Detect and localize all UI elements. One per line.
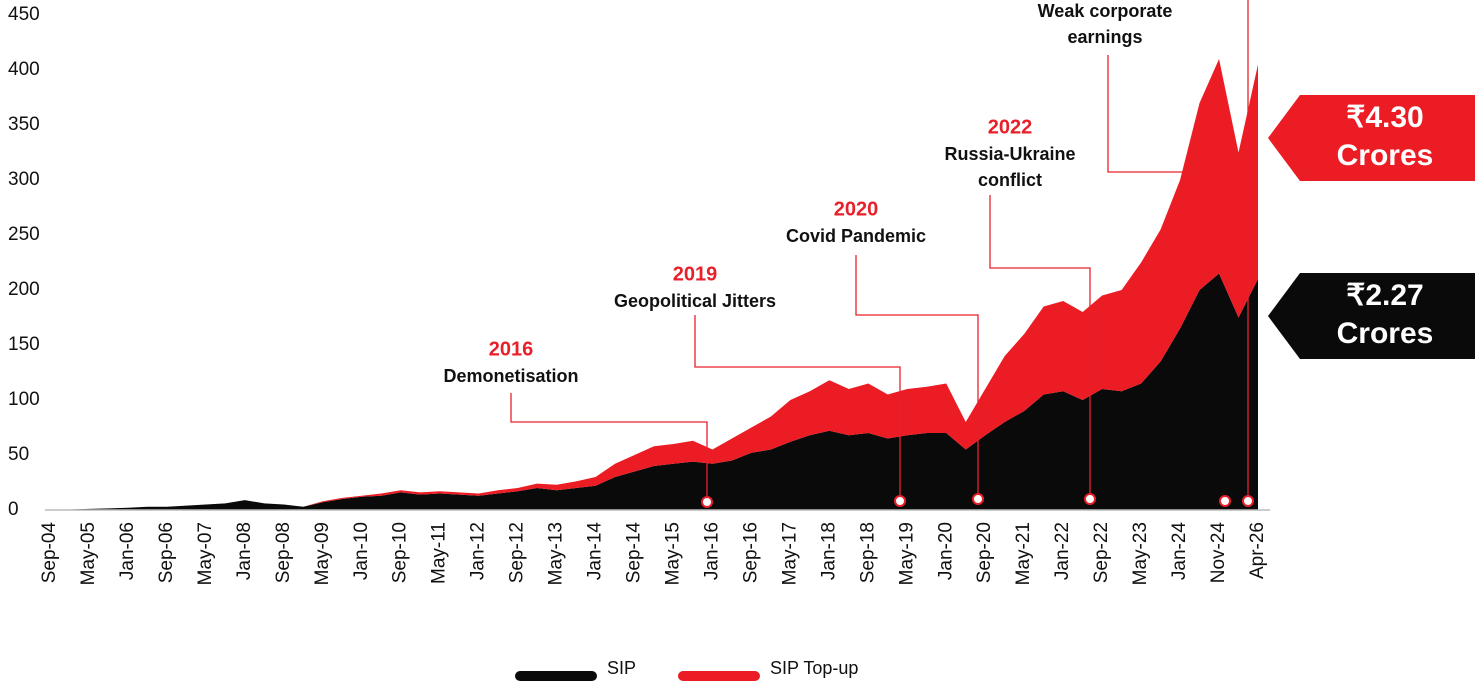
x-tick-label: Sep-14 [624, 522, 645, 584]
marker [895, 496, 905, 506]
x-tick-label: May-15 [662, 522, 683, 585]
x-tick-label: May-05 [78, 522, 99, 585]
annotation-text: Covid Pandemic [786, 226, 926, 246]
x-tick-label: Sep-04 [39, 522, 60, 584]
x-tick-label: Jan-08 [234, 522, 255, 580]
y-tick-label: 50 [8, 444, 29, 465]
x-tick-label: Sep-12 [507, 522, 528, 583]
annotation-text: earnings [1067, 27, 1142, 47]
x-tick-label: Jan-16 [701, 522, 722, 580]
y-tick-label: 200 [8, 279, 40, 300]
x-tick-label: May-11 [429, 522, 450, 584]
marker [1243, 496, 1253, 506]
x-tick-label: May-19 [896, 522, 917, 585]
legend-swatch [678, 671, 760, 681]
legend-swatch [515, 671, 597, 681]
y-tick-label: 350 [8, 114, 40, 135]
callout-text: ₹4.30 [1346, 101, 1423, 134]
y-tick-label: 250 [8, 224, 40, 245]
x-tick-label: Sep-08 [273, 522, 294, 583]
legend-label: SIP [607, 658, 636, 678]
x-tick-label: May-07 [195, 522, 216, 585]
annotation-text: Weak corporate [1038, 1, 1173, 21]
chart: 0 50 100 150 200 250 300 350 400 450 Sep-04 May-05 J… [0, 0, 1475, 683]
x-tick-label: Jan-18 [818, 522, 839, 580]
y-tick-label: 450 [8, 4, 40, 25]
x-tick-label: Jan-10 [351, 522, 372, 580]
annotation-text: conflict [978, 170, 1042, 190]
y-tick-label: 0 [8, 499, 19, 520]
annotation-year: 2022 [988, 116, 1033, 138]
x-tick-label: Jan-22 [1052, 522, 1073, 580]
x-tick-label: Jan-20 [935, 522, 956, 580]
y-tick-label: 300 [8, 169, 40, 190]
marker [1085, 494, 1095, 504]
x-tick-label: Sep-10 [390, 522, 411, 583]
annotation-text: Demonetisation [443, 366, 578, 386]
marker [1220, 496, 1230, 506]
y-tick-label: 400 [8, 59, 40, 80]
x-tick-label: May-23 [1130, 522, 1151, 585]
x-tick-label: Jan-12 [468, 522, 489, 580]
annotation-year: 2020 [834, 198, 879, 220]
x-tick-label: May-13 [546, 522, 567, 585]
x-tick-label: Jan-06 [117, 522, 138, 580]
annotation-text: Russia-Ukraine [944, 144, 1075, 164]
x-tick-label: Sep-16 [740, 522, 761, 583]
x-tick-label: May-09 [312, 522, 333, 585]
annotation-year: 2016 [489, 338, 534, 360]
leader-line [1108, 55, 1185, 172]
legend-label: SIP Top-up [770, 658, 858, 678]
annotation-text: Geopolitical Jitters [614, 291, 776, 311]
x-tick-label: Jan-14 [585, 522, 606, 581]
x-tick-label: May-17 [779, 522, 800, 585]
annotation-year: 2019 [673, 263, 718, 285]
callout-text: Crores [1337, 139, 1434, 172]
y-tick-label: 150 [8, 334, 40, 355]
marker [702, 497, 712, 507]
x-tick-label: Jan-24 [1169, 522, 1190, 581]
marker [973, 494, 983, 504]
x-tick-label: Sep-06 [156, 522, 177, 583]
y-tick-label: 100 [8, 389, 40, 410]
x-tick-label: Apr-26 [1247, 522, 1268, 579]
callout-text: Crores [1337, 317, 1434, 350]
x-tick-label: Nov-24 [1208, 522, 1229, 584]
x-tick-label: May-21 [1013, 522, 1034, 585]
callout-text: ₹2.27 [1346, 279, 1423, 312]
x-tick-label: Sep-22 [1091, 522, 1112, 583]
x-tick-label: Sep-20 [974, 522, 995, 583]
x-tick-label: Sep-18 [857, 522, 878, 583]
